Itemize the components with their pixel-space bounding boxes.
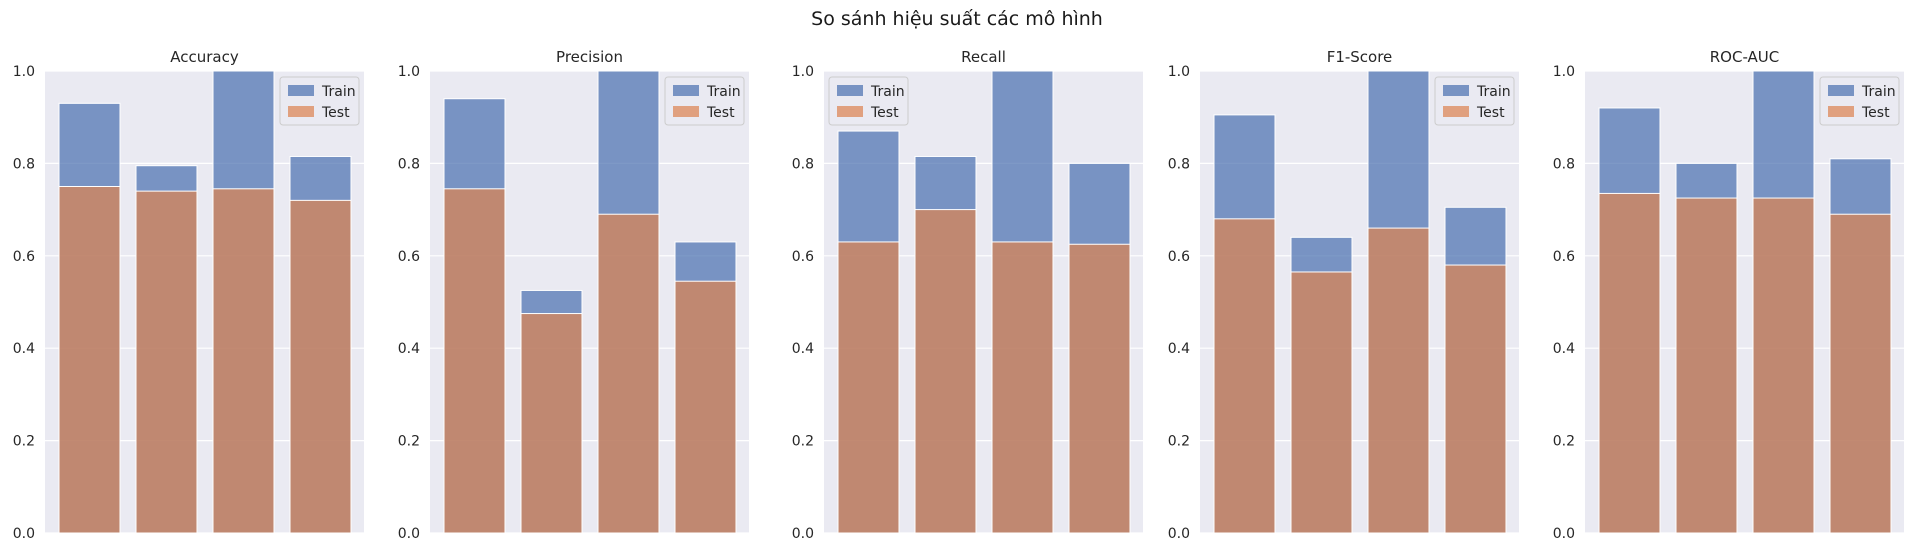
- y-tick-label: 0.8: [398, 156, 420, 172]
- chart-panel-precision: 0.0 0.2 0.4 0.6 0.8 1.0 Precision Train Test: [398, 48, 749, 542]
- y-tick-label: 0.4: [1168, 341, 1190, 357]
- y-tick-label: 1.0: [792, 64, 814, 80]
- subplot-title: Accuracy: [170, 48, 239, 66]
- legend-swatch-test: [1443, 106, 1469, 117]
- y-tick-label: 0.6: [398, 249, 420, 265]
- y-tick-label: 0.2: [792, 434, 814, 450]
- y-tick-label: 0.2: [398, 434, 420, 450]
- y-tick-label: 1.0: [1553, 64, 1575, 80]
- y-tick-label: 0.4: [13, 341, 35, 357]
- y-tick-label: 0.4: [792, 341, 814, 357]
- bar-test-2: [520, 313, 583, 534]
- y-tick-label: 0.4: [398, 341, 420, 357]
- legend-label-test: Test: [1476, 105, 1505, 121]
- bar-test-4: [1829, 213, 1892, 534]
- bar-test-3: [212, 188, 275, 534]
- y-tick-label: 0.0: [792, 526, 814, 542]
- bar-test-4: [1068, 243, 1131, 534]
- subplot-title: ROC-AUC: [1710, 48, 1780, 66]
- bar-test-4: [1444, 264, 1507, 534]
- legend-label-test: Test: [870, 105, 899, 121]
- legend-label-test: Test: [321, 105, 350, 121]
- y-tick-label: 1.0: [1168, 64, 1190, 80]
- y-tick-label: 0.6: [1168, 249, 1190, 265]
- bar-test-4: [674, 280, 737, 534]
- legend-swatch-train: [837, 85, 863, 96]
- y-tick-label: 0.0: [398, 526, 420, 542]
- bar-test-3: [597, 213, 660, 534]
- chart-panel-f1-score: 0.0 0.2 0.4 0.6 0.8 1.0 F1-Score Train Test: [1168, 48, 1519, 542]
- legend-label-train: Train: [1476, 84, 1511, 100]
- chart-panel-roc-auc: 0.0 0.2 0.4 0.6 0.8 1.0 ROC-AUC Train Test: [1553, 48, 1904, 542]
- legend-swatch-test: [673, 106, 699, 117]
- legend-label-test: Test: [706, 105, 735, 121]
- legend-label-train: Train: [870, 84, 905, 100]
- bar-test-3: [1367, 227, 1430, 534]
- legend-swatch-test: [837, 106, 863, 117]
- y-tick-label: 0.6: [1553, 249, 1575, 265]
- bar-test-1: [1598, 192, 1661, 534]
- y-tick-label: 0.0: [13, 526, 35, 542]
- bar-test-3: [991, 241, 1054, 534]
- subplot-title: Precision: [556, 48, 623, 66]
- subplot-title: F1-Score: [1327, 48, 1393, 66]
- legend-swatch-train: [1828, 85, 1854, 96]
- y-tick-label: 0.6: [792, 249, 814, 265]
- legend-label-test: Test: [1861, 105, 1890, 121]
- bar-test-1: [1213, 218, 1276, 534]
- chart-panel-recall: 0.0 0.2 0.4 0.6 0.8 1.0 Recall Train Test: [792, 48, 1143, 542]
- y-tick-label: 0.8: [1553, 156, 1575, 172]
- y-tick-label: 0.4: [1553, 341, 1575, 357]
- bar-test-1: [58, 186, 121, 534]
- chart-panel-accuracy: 0.0 0.2 0.4 0.6 0.8 1.0 Accuracy Train Test: [13, 48, 364, 542]
- legend-swatch-test: [1828, 106, 1854, 117]
- y-tick-label: 0.2: [1553, 434, 1575, 450]
- bar-test-1: [837, 241, 900, 534]
- legend-swatch-train: [1443, 85, 1469, 96]
- bar-test-2: [1290, 271, 1353, 534]
- bar-test-2: [1675, 197, 1738, 534]
- bar-test-3: [1752, 197, 1815, 534]
- y-tick-label: 0.8: [13, 156, 35, 172]
- y-tick-label: 0.2: [13, 434, 35, 450]
- bar-test-4: [289, 199, 352, 534]
- y-tick-label: 1.0: [398, 64, 420, 80]
- bar-test-2: [135, 190, 198, 534]
- legend-swatch-test: [288, 106, 314, 117]
- y-tick-label: 0.0: [1553, 526, 1575, 542]
- legend-swatch-train: [673, 85, 699, 96]
- subplot-title: Recall: [961, 48, 1006, 66]
- legend-label-train: Train: [706, 84, 741, 100]
- y-tick-label: 0.8: [792, 156, 814, 172]
- y-tick-label: 0.0: [1168, 526, 1190, 542]
- legend-swatch-train: [288, 85, 314, 96]
- y-tick-label: 1.0: [13, 64, 35, 80]
- legend-label-train: Train: [321, 84, 356, 100]
- legend-label-train: Train: [1861, 84, 1896, 100]
- bar-test-1: [443, 188, 506, 534]
- y-tick-label: 0.2: [1168, 434, 1190, 450]
- y-tick-label: 0.6: [13, 249, 35, 265]
- bar-test-2: [914, 209, 977, 534]
- figure-title: So sánh hiệu suất các mô hình: [811, 8, 1103, 30]
- y-tick-label: 0.8: [1168, 156, 1190, 172]
